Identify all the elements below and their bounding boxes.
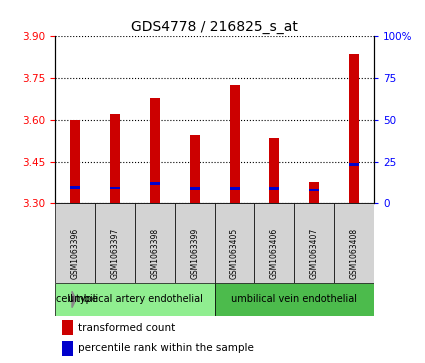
Text: umbilical vein endothelial: umbilical vein endothelial (231, 294, 357, 305)
Text: GSM1063408: GSM1063408 (350, 228, 359, 279)
Text: GSM1063397: GSM1063397 (110, 228, 119, 279)
Bar (110, 187, 120, 189)
Text: GSM1063398: GSM1063398 (150, 228, 159, 279)
Polygon shape (72, 291, 76, 308)
Bar (95, 203, 135, 283)
Title: GDS4778 / 216825_s_at: GDS4778 / 216825_s_at (131, 20, 298, 34)
Bar (190, 135, 200, 203)
Text: transformed count: transformed count (77, 323, 175, 333)
Bar (150, 98, 160, 203)
Bar (150, 182, 160, 185)
Text: GSM1063399: GSM1063399 (190, 228, 199, 279)
Text: percentile rank within the sample: percentile rank within the sample (77, 343, 253, 354)
Text: GSM1063406: GSM1063406 (270, 228, 279, 279)
Bar (70, 120, 80, 203)
Bar (294, 203, 334, 283)
Text: GSM1063407: GSM1063407 (310, 228, 319, 279)
Text: GSM1063396: GSM1063396 (71, 228, 79, 279)
Bar (55, 203, 95, 283)
Text: umbilical artery endothelial: umbilical artery endothelial (68, 294, 202, 305)
Bar (110, 114, 120, 203)
Bar (135, 203, 175, 283)
Bar (309, 188, 319, 191)
Text: GSM1063405: GSM1063405 (230, 228, 239, 279)
Bar (215, 203, 255, 283)
Bar (269, 138, 279, 203)
Bar (215, 283, 374, 316)
Bar (62, 340, 73, 356)
Bar (190, 187, 200, 189)
Bar (309, 182, 319, 203)
Bar (349, 163, 359, 166)
Text: cell type: cell type (56, 294, 97, 305)
Bar (62, 320, 73, 335)
Bar (175, 203, 215, 283)
Bar (230, 187, 240, 189)
Bar (255, 203, 294, 283)
Bar (334, 203, 374, 283)
Bar (269, 187, 279, 190)
Bar (230, 85, 240, 203)
Bar (70, 186, 80, 188)
Bar (55, 283, 215, 316)
Bar (349, 54, 359, 203)
